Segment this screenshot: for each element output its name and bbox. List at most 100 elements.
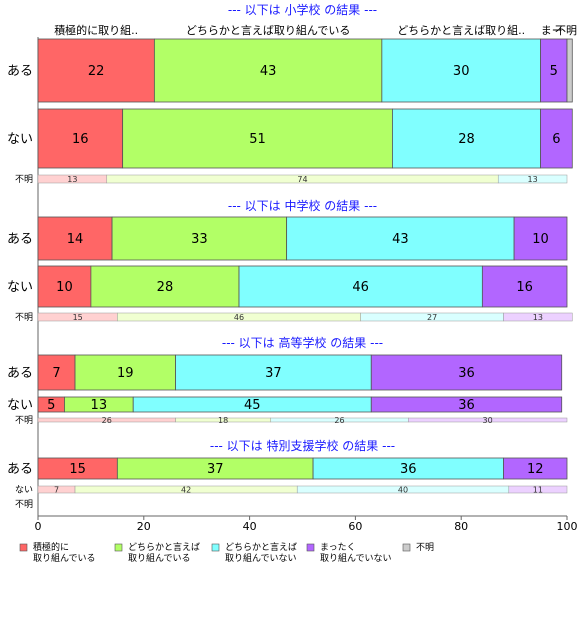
legend-swatch	[114, 543, 123, 552]
row-label: ない	[7, 398, 33, 413]
data-label: 30	[453, 64, 470, 79]
data-label: 10	[56, 280, 73, 295]
x-tick-label: 80	[454, 520, 468, 533]
data-label: 37	[207, 462, 224, 477]
x-tick-label: 0	[35, 520, 42, 533]
data-label: 15	[69, 462, 86, 477]
bar-segment	[111, 216, 288, 261]
data-label: 30	[483, 416, 493, 425]
data-label: 37	[265, 366, 282, 381]
bar-segment	[238, 265, 483, 308]
legend-swatch	[19, 543, 28, 552]
column-label: 積極的に取り組..	[54, 23, 138, 37]
data-label: 13	[533, 313, 543, 322]
legend-swatch	[211, 543, 220, 552]
column-label: どちらかと言えば取り組んでいる	[186, 24, 350, 37]
row-label: ある	[7, 232, 33, 247]
bar-segment	[175, 354, 372, 391]
row-label: ない	[15, 485, 33, 496]
legend-label: 取り組んでいない	[225, 552, 297, 564]
row-label: 不明	[15, 499, 33, 510]
legend-label: まったく	[320, 542, 356, 553]
data-label: 45	[244, 398, 261, 413]
bar-segment	[370, 396, 563, 413]
row-label: 不明	[15, 312, 33, 323]
panel-title: --- 以下は 小学校 の結果 ---	[228, 2, 377, 17]
bar-segment	[566, 38, 573, 103]
legend-label: 取り組んでいる	[128, 552, 191, 564]
data-label: 22	[88, 64, 105, 79]
x-tick-label: 20	[137, 520, 151, 533]
legend-label: 不明	[416, 542, 434, 553]
legend-label: 取り組んでいない	[320, 552, 392, 564]
data-label: 42	[181, 485, 191, 494]
bar-segment	[513, 216, 568, 261]
data-label: 51	[249, 132, 266, 147]
column-label: まー	[541, 24, 563, 37]
data-label: 12	[527, 462, 544, 477]
data-label: 5	[550, 64, 558, 79]
data-label: 28	[157, 280, 174, 295]
row-label: ある	[7, 64, 33, 79]
row-label: ある	[7, 366, 33, 381]
data-label: 5	[47, 398, 55, 413]
panel-title: --- 以下は 高等学校 の結果 ---	[222, 335, 383, 350]
bar-segment	[90, 265, 240, 308]
data-label: 10	[532, 232, 549, 247]
row-label: 不明	[15, 415, 33, 426]
legend-label: 取り組んでいる	[33, 552, 96, 564]
bar-segment	[503, 457, 568, 480]
row-label: ない	[7, 280, 33, 295]
row-label: ある	[7, 462, 33, 477]
bar-segment	[408, 417, 568, 423]
data-label: 26	[334, 416, 344, 425]
legend-label: どちらかと言えば	[225, 541, 297, 553]
bar-segment	[153, 38, 383, 103]
x-tick-label: 60	[348, 520, 362, 533]
data-label: 43	[260, 64, 277, 79]
data-label: 19	[117, 366, 134, 381]
data-label: 43	[392, 232, 409, 247]
bar-segment	[497, 174, 568, 184]
bar-segment	[286, 216, 515, 261]
data-label: 46	[352, 280, 369, 295]
bar-segment	[37, 38, 155, 103]
bar-segment	[74, 354, 176, 391]
row-label: 不明	[15, 174, 33, 185]
column-label: 不明	[555, 24, 577, 37]
data-label: 74	[297, 175, 307, 184]
bar-segment	[381, 38, 541, 103]
data-label: 16	[516, 280, 533, 295]
x-tick-label: 100	[557, 520, 578, 533]
data-label: 6	[552, 132, 560, 147]
legend-swatch	[402, 543, 411, 552]
bar-segment	[540, 108, 573, 169]
data-label: 46	[234, 313, 244, 322]
column-label: どちらかと言えば取り組..	[397, 24, 525, 37]
data-label: 36	[458, 366, 475, 381]
data-label: 7	[52, 366, 60, 381]
data-label: 27	[427, 313, 437, 322]
bar-segment	[481, 265, 568, 308]
data-label: 13	[528, 175, 538, 184]
data-label: 36	[400, 462, 417, 477]
legend-swatch	[306, 543, 315, 552]
data-label: 16	[72, 132, 89, 147]
data-label: 7	[54, 485, 59, 494]
data-label: 13	[91, 398, 108, 413]
data-label: 18	[218, 416, 228, 425]
bar-segment	[370, 354, 563, 391]
row-label: ない	[7, 132, 33, 147]
data-label: 14	[67, 232, 84, 247]
bar-segment	[503, 312, 573, 322]
x-tick-label: 40	[243, 520, 257, 533]
bar-segment	[508, 485, 568, 494]
panel-title: --- 以下は 中学校 の結果 ---	[228, 198, 377, 213]
legend-label: どちらかと言えば	[128, 541, 200, 553]
bar-segment	[37, 354, 76, 391]
data-label: 11	[533, 485, 543, 494]
data-label: 40	[398, 485, 408, 494]
data-label: 13	[67, 175, 77, 184]
